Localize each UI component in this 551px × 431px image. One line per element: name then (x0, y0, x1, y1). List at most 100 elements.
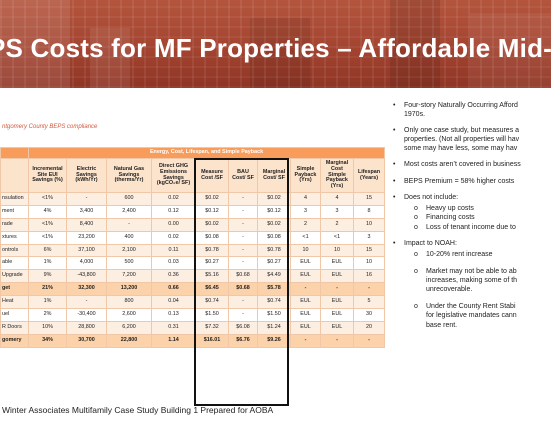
table-cell: 2,100 (106, 243, 152, 258)
bullet-dot-icon: • (393, 102, 396, 109)
table-cell: $6.08 (228, 320, 258, 335)
skyline-windows (0, 0, 551, 88)
table-cell: - (228, 256, 258, 271)
table-cell: $1.50 (257, 308, 291, 322)
bullet-text: 1970s. (404, 111, 426, 119)
table-cell: 37,100 (66, 243, 107, 258)
table-cell: 0.11 (151, 243, 196, 258)
sub-bullet-circle-icon: o (414, 251, 418, 259)
table-row: able 1% 4,000 500 0.03 $0.27- $0.27 EUL EUL 10 (0, 256, 386, 271)
bullet-item: • Most costs aren’t covered in business (393, 160, 551, 169)
table-cell: 0.13 (151, 308, 196, 322)
measure-name-cell: xtures (0, 230, 29, 245)
bullet-item: • Only one case study, but measures a prop… (393, 126, 551, 153)
table-cell: - (290, 333, 321, 348)
table-cell: EUL (290, 295, 321, 310)
table-header-row: Incremental Site EUI Savings (%) Electric… (0, 158, 386, 193)
table-cell: $1.50 (195, 308, 229, 322)
sub-bullet-list: o Heavy up costs o Financing costs o Loss of … (404, 204, 551, 232)
measure-name-cell: nsulation (0, 192, 29, 206)
table-row: ontrols 6% 37,100 2,100 0.11 $0.78- $0.78 10 10 1… (0, 243, 386, 258)
table-cell: EUL (320, 295, 354, 310)
table-cell: -43,800 (66, 269, 107, 284)
table-cell: - (228, 230, 258, 245)
table-cell: 3 (290, 204, 321, 219)
table-cell: 0.31 (151, 320, 196, 335)
table-cell: 0.00 (151, 217, 196, 232)
slide-footer: Winter Associates Multifamily Case Study… (2, 405, 274, 415)
table-cell: $7.32 (195, 320, 229, 335)
table-cell: - (290, 282, 321, 297)
table-cell: $0.12 (195, 204, 229, 219)
table-cell: 16 (352, 269, 386, 284)
table-cell: <1 (290, 230, 321, 245)
sub-bullet-circle-icon: o (414, 302, 418, 310)
table-cell: $0.78 (257, 243, 291, 258)
table-cell: 8,400 (66, 217, 107, 232)
table-cell: - (228, 192, 258, 206)
table-cell: 3,400 (66, 204, 107, 219)
bullet-text: increases, making some of th (426, 277, 518, 285)
table-cell: 30 (352, 308, 386, 322)
bullet-text: 10-20% rent increase (426, 251, 493, 259)
table-cell: 0.36 (151, 269, 196, 284)
table-cell: 4% (28, 204, 67, 219)
bullet-text: BEPS Premium = 58% higher costs (404, 177, 515, 185)
table-cell: 3 (352, 230, 386, 245)
table-total-row: gomery 34% 30,700 22,800 1.14 $16.01 $6.76 $9.2… (0, 333, 386, 348)
table-cell: $6.76 (228, 333, 258, 348)
table-cell: $0.74 (257, 295, 291, 310)
table-cell: 10 (290, 243, 321, 258)
measure-name-cell: able (0, 256, 29, 271)
skyline-building (470, 13, 551, 88)
table-cell: 0.02 (151, 230, 196, 245)
table-cell: - (106, 217, 152, 232)
cost-table: Energy, Cost, Lifespan, and Simple Payba… (0, 147, 386, 348)
bullet-text: Market may not be able to ab (426, 267, 517, 275)
table-cell: 9% (28, 269, 67, 284)
column-header: Simple Payback (Yrs) (290, 158, 321, 193)
table-cell: 15 (352, 243, 386, 258)
table-cell: $9.26 (257, 333, 291, 348)
table-cell: $0.02 (195, 192, 229, 206)
column-header: Marginal Cost/ SF (257, 158, 291, 193)
sub-bullet-circle-icon: o (414, 204, 418, 212)
bullet-dot-icon: • (393, 177, 396, 185)
column-header: Marginal Cost Simple Payback (Yrs) (320, 158, 354, 193)
group-header-spacer (0, 147, 29, 159)
measure-name-cell: Heat (0, 295, 29, 310)
sub-bullet-item: o Heavy up costs (404, 204, 551, 213)
table-cell: 32,300 (66, 282, 107, 297)
table-cell: 10% (28, 320, 67, 335)
column-header: Lifespan (Years) (352, 158, 386, 193)
table-cell: 13,200 (106, 282, 152, 297)
table-cell: $0.08 (195, 230, 229, 245)
bullet-text: for legislative mandates cann (426, 312, 517, 320)
table-cell: 34% (28, 333, 67, 348)
table-cell: EUL (320, 269, 354, 284)
table-cell: 1.14 (151, 333, 196, 348)
sub-bullet-item: o Loss of tenant income due to (404, 223, 551, 232)
column-header: Incremental Site EUI Savings (%) (28, 158, 67, 193)
table-cell: 400 (106, 230, 152, 245)
title-banner: PS Costs for MF Properties – Affordable … (0, 0, 551, 88)
table-cell: EUL (290, 320, 321, 335)
bullet-item: • BEPS Premium = 58% higher costs (393, 177, 551, 186)
table-cell: 0.12 (151, 204, 196, 219)
bullet-dot-icon: • (393, 240, 396, 248)
table-group-header-row: Energy, Cost, Lifespan, and Simple Payba… (0, 147, 386, 159)
table-cell: 6% (28, 243, 67, 258)
table-cell: $0.02 (195, 217, 229, 232)
table-cell: 30,700 (66, 333, 107, 348)
skyline-building (250, 18, 310, 88)
table-cell: - (228, 308, 258, 322)
table-cell: <1% (28, 192, 67, 206)
table-row: Heat 1% -800 0.04 $0.74- $0.74 EUL EUL 5 (0, 295, 386, 310)
measure-name-cell: gomery (0, 333, 29, 348)
table-cell: $0.74 (195, 295, 229, 310)
table-cell: - (228, 295, 258, 310)
table-cell: 1% (28, 295, 67, 310)
table-cell: - (228, 204, 258, 219)
table-cell: 22,800 (106, 333, 152, 348)
table-cell: 7,200 (106, 269, 152, 284)
